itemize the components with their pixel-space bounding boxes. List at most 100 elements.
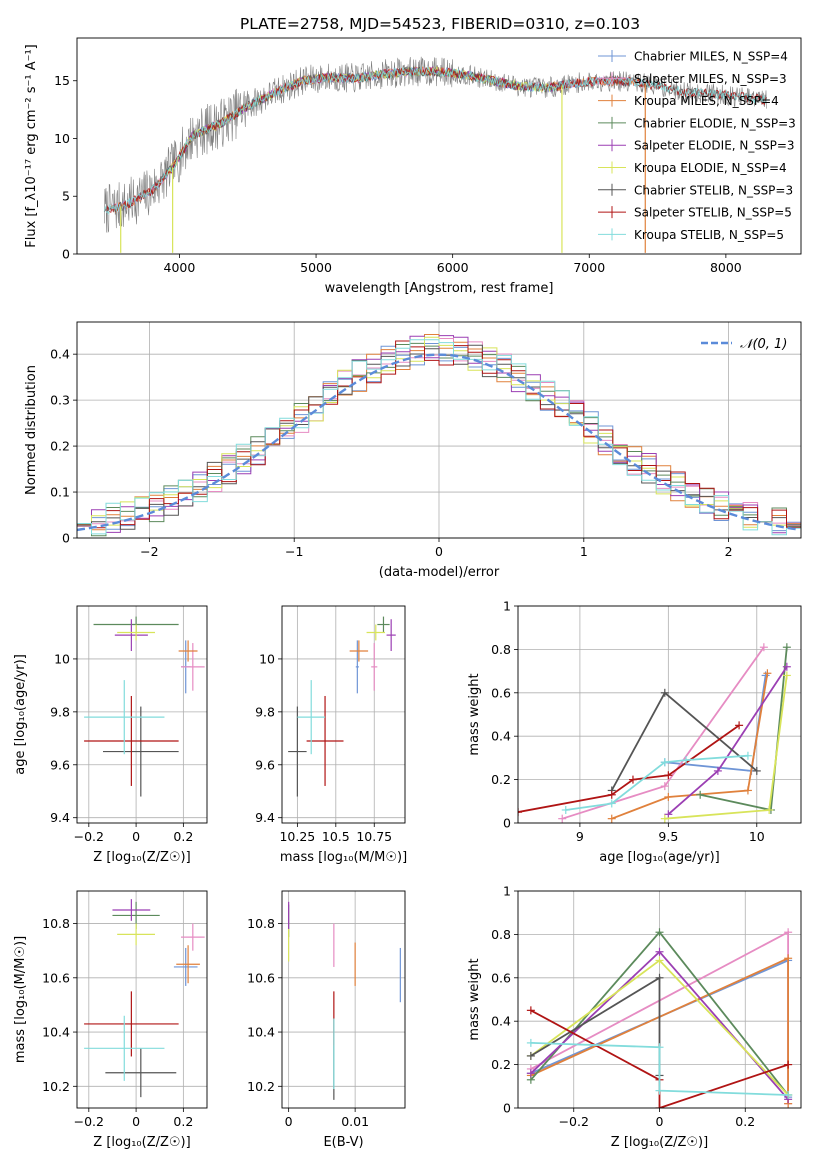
y-tick-label: 0.2 xyxy=(491,772,511,787)
y-tick-label: 9.8 xyxy=(50,704,70,719)
x-tick-label: 0.2 xyxy=(735,1114,755,1129)
y-tick-label: 9.8 xyxy=(255,704,275,719)
y-tick-label: 9.6 xyxy=(255,757,275,772)
mass_vs_ebv-axes: 0 0.01 10.2 10.4 10.6 10.8 E(B-V) xyxy=(247,890,406,1150)
y-tick-label: 0 xyxy=(62,531,70,546)
hist-step-k_stelib xyxy=(77,339,801,536)
legend-label-c_stelib: Chabrier STELIB, N_SSP=3 xyxy=(634,183,793,197)
weight-line-k_stelib xyxy=(530,1042,789,1096)
legend-label-s_elodie: Salpeter ELODIE, N_SSP=3 xyxy=(634,139,795,153)
spectrum-axes: 4000 5000 6000 7000 8000 0 5 10 15 wavelength [An… xyxy=(24,37,802,296)
y-axis-label: mass [log₁₀(M/M☉)] xyxy=(13,936,28,1063)
weight-line-c_elodie xyxy=(700,647,788,812)
y-tick-label: 0.2 xyxy=(50,439,70,454)
hist-step-s_elodie xyxy=(77,335,801,534)
x-axis-label: wavelength [Angstrom, rest frame] xyxy=(325,281,554,296)
figure-title: PLATE=2758, MJD=54523, FIBERID=0310, z=0… xyxy=(240,15,640,33)
residuals-plot-area xyxy=(77,334,801,537)
y-tick-label: 0.4 xyxy=(50,347,70,362)
x-tick-label: −2 xyxy=(140,544,158,559)
y-axis-label: Flux [f_λ10⁻¹⁷ erg cm⁻² s⁻¹ A⁻¹] xyxy=(24,44,39,248)
x-tick-label: −0.2 xyxy=(74,1114,104,1129)
legend-label-normal: 𝒩(0, 1) xyxy=(740,337,787,352)
mass_vs_Z-plot-area xyxy=(84,899,205,1098)
weight-line-k_elodie xyxy=(664,675,788,820)
y-tick-label: 0 xyxy=(62,247,70,262)
x-axis-label: E(B-V) xyxy=(323,1135,363,1150)
age_vs_Z-frame xyxy=(76,605,208,824)
x-tick-label: 0 xyxy=(132,829,140,844)
x-tick-label: 9.5 xyxy=(658,829,678,844)
x-tick-label: 10.5 xyxy=(322,829,350,844)
y-tick-label: 10.8 xyxy=(42,916,70,931)
legend-label-c_elodie: Chabrier ELODIE, N_SSP=3 xyxy=(634,116,796,130)
model-spectrum-c_stelib xyxy=(103,65,767,213)
mass_vs_Z-axes: −0.2 0 0.2 10.2 10.4 10.6 10.8 Z [log₁₀(Z/Z☉)] m… xyxy=(13,890,208,1150)
y-tick-label: 0.2 xyxy=(491,1057,511,1072)
x-tick-label: 10.25 xyxy=(279,829,315,844)
weight_vs_age-frame xyxy=(517,605,802,824)
weight-line-s_stelib xyxy=(518,724,740,813)
x-tick-label: 0.2 xyxy=(173,1114,193,1129)
y-tick-label: 0.4 xyxy=(491,1014,511,1029)
x-tick-label: 1 xyxy=(580,544,588,559)
weight_vs_Z-frame xyxy=(517,890,802,1109)
y-tick-label: 0.6 xyxy=(491,970,511,985)
mass_vs_ebv-plot-area xyxy=(288,901,401,1100)
y-axis-label: mass weight xyxy=(467,958,482,1040)
y-tick-label: 9.4 xyxy=(50,810,70,825)
y-tick-label: 0.6 xyxy=(491,685,511,700)
x-axis-label: Z [log₁₀(Z/Z☉)] xyxy=(611,1135,708,1150)
y-tick-label: 10.4 xyxy=(42,1025,70,1040)
y-tick-label: 0.4 xyxy=(491,729,511,744)
x-tick-label: −0.2 xyxy=(74,829,104,844)
x-tick-label: 7000 xyxy=(573,260,605,275)
y-tick-label: 0 xyxy=(503,1101,511,1116)
x-tick-label: 10 xyxy=(749,829,765,844)
age_vs_Z-axes: −0.2 0 0.2 9.4 9.6 9.8 10 Z [log₁₀(Z/Z☉)] age [l… xyxy=(13,605,208,865)
normal-curve xyxy=(77,353,799,532)
x-tick-label: 0 xyxy=(285,1114,293,1129)
x-tick-label: −1 xyxy=(285,544,303,559)
spectrum-plot-area xyxy=(103,56,767,253)
legend-label-s_miles: Salpeter MILES, N_SSP=3 xyxy=(634,72,787,86)
weight-line-k_miles xyxy=(611,673,769,820)
legend-label-c_miles: Chabrier MILES, N_SSP=4 xyxy=(634,50,788,64)
x-tick-label: 0 xyxy=(435,544,443,559)
age_vs_mass-axes: 10.25 10.5 10.75 9.4 9.6 9.8 10 mass [log₁₀(M/M… xyxy=(255,605,407,865)
y-tick-label: 15 xyxy=(54,73,70,88)
x-tick-label: 8000 xyxy=(710,260,742,275)
y-axis-label: age [log₁₀(age/yr)] xyxy=(13,654,28,775)
weight_vs_age-axes: 9 9.5 10 0 0.2 0.4 0.6 0.8 1 age [log₁₀(age/yr)] m… xyxy=(467,599,802,865)
spectrum-legend: Chabrier MILES, N_SSP=4 Salpeter MILES, N… xyxy=(598,50,796,242)
y-tick-label: 0.8 xyxy=(491,642,511,657)
x-axis-label: Z [log₁₀(Z/Z☉)] xyxy=(93,850,190,865)
y-tick-label: 10.8 xyxy=(247,916,275,931)
model-spectrum-k_stelib xyxy=(103,66,767,216)
y-tick-label: 10.4 xyxy=(247,1025,275,1040)
x-axis-label: Z [log₁₀(Z/Z☉)] xyxy=(93,1135,190,1150)
x-tick-label: 0 xyxy=(132,1114,140,1129)
age_vs_mass-plot-area xyxy=(288,616,396,797)
x-tick-label: 4000 xyxy=(164,260,196,275)
y-tick-label: 1 xyxy=(503,884,511,899)
y-tick-label: 9.4 xyxy=(255,810,275,825)
weight-line-s_miles xyxy=(561,646,765,820)
y-tick-label: 0 xyxy=(503,816,511,831)
y-tick-label: 10.6 xyxy=(247,970,275,985)
y-tick-label: 9.6 xyxy=(50,757,70,772)
hist-step-s_stelib xyxy=(77,340,801,529)
legend-label-k_miles: Kroupa MILES, N_SSP=4 xyxy=(634,94,779,108)
spectrum-frame xyxy=(76,37,802,255)
age_vs_Z-plot-area xyxy=(84,616,205,797)
x-tick-label: 5000 xyxy=(300,260,332,275)
residuals-frame xyxy=(76,321,802,539)
y-tick-label: 0.8 xyxy=(491,927,511,942)
model-spectrum-s_stelib xyxy=(103,67,767,214)
x-tick-label: 0.2 xyxy=(173,829,193,844)
y-axis-label: Normed distribution xyxy=(24,365,39,495)
observed-spectrum-line xyxy=(104,56,767,234)
y-tick-label: 10 xyxy=(54,651,70,666)
y-tick-label: 10.6 xyxy=(42,970,70,985)
